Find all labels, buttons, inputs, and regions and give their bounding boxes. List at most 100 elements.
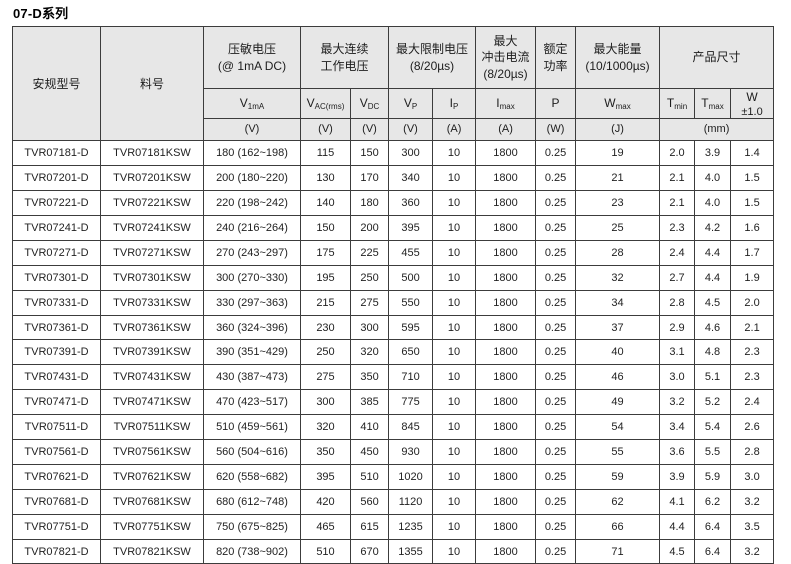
imax-cell: 1800 <box>475 513 537 540</box>
unit-vp: (V) <box>388 118 434 142</box>
table-header: 安规型号 料号 压敏电压 (@ 1mA DC) 最大连续 工作电压 最大限制电压… <box>12 25 775 142</box>
p-cell: 0.25 <box>535 414 577 441</box>
tmin-cell: 4.5 <box>659 538 696 564</box>
vac-rms-cell: 350 <box>300 439 351 465</box>
header-symbol-row: V1mA VAC(rms) VDC VP IP Imax P Wmax Tmin… <box>13 87 775 120</box>
part-number-cell: TVR07391KSW <box>100 339 204 366</box>
vac-rms-cell: 215 <box>300 289 351 316</box>
symbol-ip: IP <box>432 87 477 120</box>
vac-rms-cell: 420 <box>300 488 351 515</box>
imax-cell: 1800 <box>475 190 537 217</box>
vp-cell: 650 <box>388 339 434 366</box>
tmin-cell: 4.4 <box>659 513 696 540</box>
tmax-cell: 4.4 <box>694 239 732 266</box>
p-cell: 0.25 <box>535 463 577 490</box>
unit-wmax: (J) <box>575 118 661 142</box>
ip-cell: 10 <box>432 389 477 416</box>
vdc-cell: 225 <box>349 239 390 266</box>
symbol-vdc: VDC <box>349 87 390 120</box>
symbol-subscript: 1mA <box>247 101 265 111</box>
header-unit-row: (V) (V) (V) (V) (A) (A) (W) (J) (mm) <box>13 118 775 142</box>
unit-ip: (A) <box>432 118 477 142</box>
v1ma-cell: 470 (423~517) <box>203 389 301 416</box>
symbol-tmax: Tmax <box>694 87 732 120</box>
table-row: TVR07511-D TVR07511KSW 510 (459~561) 320 410… <box>12 414 775 441</box>
group-header-max-continuous-voltage: 最大连续 工作电压 <box>299 26 390 89</box>
imax-cell: 1800 <box>475 439 537 465</box>
symbol-subscript: max <box>615 101 631 111</box>
symbol-subscript: P <box>411 101 418 111</box>
tmin-cell: 3.9 <box>659 463 696 490</box>
safety-model-cell: TVR07431-D <box>12 364 101 391</box>
tmax-cell: 4.6 <box>694 314 732 341</box>
v1ma-cell: 750 (675~825) <box>203 513 301 540</box>
safety-model-cell: TVR07751-D <box>12 513 101 540</box>
ip-cell: 10 <box>432 190 477 217</box>
tmin-cell: 3.6 <box>659 439 696 465</box>
p-cell: 0.25 <box>535 513 577 540</box>
p-cell: 0.25 <box>535 140 577 167</box>
vac-rms-cell: 300 <box>300 389 351 416</box>
tmin-cell: 3.0 <box>659 364 696 391</box>
wmax-cell: 23 <box>575 190 661 217</box>
safety-model-cell: TVR07391-D <box>12 339 101 366</box>
v1ma-cell: 330 (297~363) <box>203 289 301 316</box>
unit-vdc: (V) <box>349 118 390 142</box>
wmax-cell: 34 <box>575 289 661 316</box>
w-cell: 1.5 <box>730 190 775 217</box>
table-row: TVR07751-D TVR07751KSW 750 (675~825) 465 615… <box>12 513 775 540</box>
vp-cell: 395 <box>388 215 434 241</box>
part-number-cell: TVR07431KSW <box>100 364 204 391</box>
w-cell: 1.6 <box>730 215 775 241</box>
vp-cell: 710 <box>388 364 434 391</box>
imax-cell: 1800 <box>475 165 537 192</box>
symbol-base: V <box>359 95 368 110</box>
safety-model-cell: TVR07331-D <box>12 289 101 316</box>
vp-cell: 1020 <box>388 463 434 490</box>
group-header-max-energy: 最大能量 (10/1000µs) <box>575 26 661 89</box>
wmax-cell: 66 <box>575 513 661 540</box>
w-cell: 2.6 <box>730 414 775 441</box>
part-number-cell: TVR07221KSW <box>100 190 204 217</box>
v1ma-cell: 510 (459~561) <box>203 414 301 441</box>
w-cell: 1.4 <box>730 140 775 167</box>
imax-cell: 1800 <box>475 239 537 266</box>
table-row: TVR07361-D TVR07361KSW 360 (324~396) 230 300… <box>12 314 775 341</box>
v1ma-cell: 620 (558~682) <box>203 463 301 490</box>
tmax-cell: 5.1 <box>694 364 732 391</box>
vp-cell: 300 <box>388 140 434 167</box>
tmin-cell: 4.1 <box>659 488 696 515</box>
wmax-cell: 49 <box>575 389 661 416</box>
vp-cell: 550 <box>388 289 434 316</box>
part-number-cell: TVR07301KSW <box>100 264 204 291</box>
safety-model-cell: TVR07201-D <box>12 165 101 192</box>
tmin-cell: 2.7 <box>659 264 696 291</box>
p-cell: 0.25 <box>535 289 577 316</box>
imax-cell: 1800 <box>475 414 537 441</box>
wmax-cell: 59 <box>575 463 661 490</box>
imax-cell: 1800 <box>475 389 537 416</box>
table-row: TVR07271-D TVR07271KSW 270 (243~297) 175 225… <box>12 239 775 266</box>
safety-model-cell: TVR07821-D <box>12 538 101 564</box>
wmax-cell: 55 <box>575 439 661 465</box>
symbol-base: I <box>496 95 500 110</box>
tmin-cell: 2.4 <box>659 239 696 266</box>
wmax-cell: 19 <box>575 140 661 167</box>
tmax-cell: 4.8 <box>694 339 732 366</box>
wmax-cell: 54 <box>575 414 661 441</box>
imax-cell: 1800 <box>475 289 537 316</box>
symbol-wmax: Wmax <box>575 87 661 120</box>
tmin-cell: 2.1 <box>659 165 696 192</box>
symbol-subscript: P <box>453 101 459 111</box>
symbol-base: W <box>604 95 616 110</box>
v1ma-cell: 820 (738~902) <box>203 538 301 564</box>
part-number-cell: TVR07271KSW <box>100 239 204 266</box>
table-row: TVR07391-D TVR07391KSW 390 (351~429) 250 320… <box>12 339 775 366</box>
p-cell: 0.25 <box>535 364 577 391</box>
col-header-part-number: 料号 <box>100 25 204 142</box>
v1ma-cell: 240 (216~264) <box>203 215 301 241</box>
symbol-base: T <box>666 95 675 110</box>
table-row: TVR07471-D TVR07471KSW 470 (423~517) 300 385… <box>12 389 775 416</box>
tmin-cell: 3.2 <box>659 389 696 416</box>
